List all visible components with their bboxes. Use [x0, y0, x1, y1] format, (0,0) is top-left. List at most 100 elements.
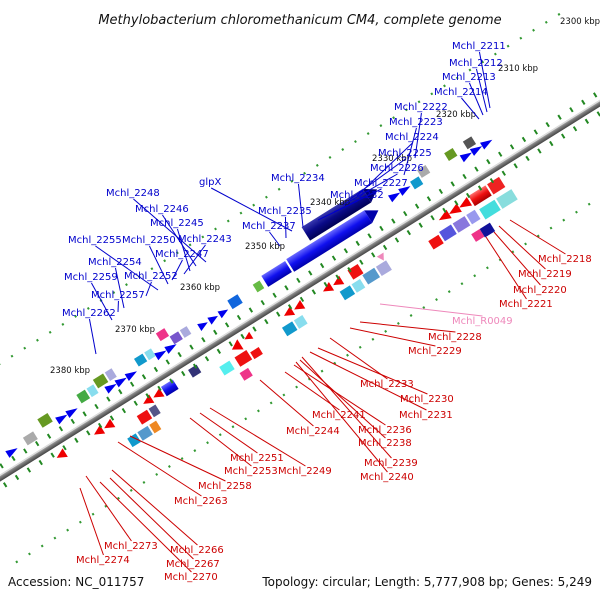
gene-label: Mchl_2221	[499, 299, 553, 310]
gene-arrow	[5, 448, 18, 458]
gene-block	[428, 234, 444, 250]
gene-leader-line	[297, 183, 304, 228]
gene-leader-line	[414, 112, 422, 159]
gene-block	[219, 360, 235, 376]
gene-block	[188, 364, 202, 378]
tick-mark	[23, 448, 28, 454]
tick-mark	[323, 281, 328, 288]
gene-label: Mchl_2230	[400, 394, 454, 405]
tick-mark	[62, 445, 67, 451]
kbp-label: 2360 kbp	[180, 283, 220, 293]
tick-mark	[513, 163, 518, 169]
gene-label: Mchl_2274	[76, 555, 130, 566]
gene-block	[104, 368, 117, 381]
gene-block	[293, 315, 308, 329]
rna-marker	[376, 252, 384, 261]
tick-mark	[343, 248, 349, 254]
kbp-label: 2320 kbp	[436, 110, 476, 120]
gene-block	[149, 420, 162, 434]
tick-mark	[189, 344, 194, 350]
gene-block	[136, 409, 153, 425]
tick-mark	[284, 285, 289, 291]
tick-mark	[406, 229, 411, 236]
tick-mark	[121, 407, 127, 414]
tick-mark	[145, 393, 150, 399]
gene-arrow	[65, 408, 78, 419]
gene-leader-line	[176, 228, 191, 272]
kbp-label: 2370 kbp	[115, 325, 155, 335]
tick-mark	[287, 304, 293, 310]
forward-gene-labels: Mchl_2211 Mchl_2212 Mchl_2213 Mchl_2214 Mchl…	[62, 41, 506, 355]
tick-mark	[498, 151, 503, 157]
gene-arrow	[104, 383, 117, 394]
gene-label: Mchl_2227	[354, 178, 408, 189]
tick-mark	[572, 126, 578, 132]
gene-block	[169, 331, 183, 345]
kbp-label: 2350 kbp	[245, 242, 285, 252]
tick-mark	[50, 452, 55, 458]
gene-leader-line	[133, 198, 207, 263]
gene-block	[439, 224, 457, 242]
gene-leader-line	[342, 173, 398, 206]
gene-block	[281, 321, 298, 337]
tick-mark	[430, 215, 435, 221]
gene-label: Mchl_2223	[389, 117, 443, 128]
gene-label: Mchl_2240	[360, 472, 414, 483]
gene-label: Mchl_2251	[230, 453, 284, 464]
gene-block	[239, 367, 253, 381]
tick-mark	[141, 374, 147, 380]
gene-block	[417, 164, 431, 178]
gene-block	[468, 185, 492, 207]
tick-mark	[157, 385, 162, 392]
tick-mark	[165, 359, 170, 365]
gene-leader-line	[359, 321, 456, 333]
tick-mark	[26, 467, 32, 473]
gene-block	[148, 404, 161, 418]
reverse-gene-labels: Mchl_2218 Mchl_2219 Mchl_2220 Mchl_2221 Mchl…	[76, 219, 592, 583]
map-title: Methylobacterium chloromethanicum CM4, c…	[98, 13, 501, 28]
tick-mark	[533, 129, 538, 135]
gene-label: Mchl_2225	[378, 148, 432, 159]
gene-label: Mchl_2266	[170, 545, 224, 556]
gene-label: Mchl_2267	[166, 559, 220, 570]
tick-mark	[311, 289, 317, 295]
kbp-label: 2340 kbp	[310, 198, 350, 208]
gene-block	[86, 384, 99, 398]
gene-arrow	[197, 322, 208, 331]
accession-text: Accession: NC_011757	[8, 575, 144, 589]
tick-mark	[418, 222, 423, 228]
gene-leader-line	[309, 351, 427, 411]
gene-label: Mchl_2236	[358, 425, 412, 436]
tick-mark	[509, 144, 515, 150]
gene-leader-line	[461, 97, 480, 120]
gene-block	[347, 263, 364, 280]
tick-mark	[391, 218, 396, 224]
tick-mark	[181, 370, 186, 377]
gene-label: Mchl_2247	[155, 249, 209, 260]
gene-block	[375, 260, 392, 277]
gene-leader-line	[99, 481, 192, 573]
gene-label: Mchl_2244	[286, 426, 340, 437]
gene-block	[471, 228, 485, 242]
kbp-label: 2310 kbp	[498, 64, 538, 74]
gene-leader-line	[85, 475, 132, 542]
gene-arrow	[244, 331, 254, 340]
gene-arrow	[283, 306, 296, 316]
kbp-label: 2380 kbp	[50, 366, 90, 376]
gene-leader-line	[349, 327, 436, 347]
tick-mark	[489, 178, 495, 184]
gene-label: Mchl_2258	[198, 481, 252, 492]
tick-mark	[74, 437, 79, 443]
gene-label: Mchl_2211	[452, 41, 506, 52]
tick-mark	[537, 148, 542, 154]
gene-block	[227, 294, 243, 310]
tick-mark	[14, 474, 20, 481]
gene-leader-line	[88, 318, 97, 355]
gene-block	[252, 280, 265, 293]
tick-mark	[46, 433, 52, 439]
gene-label: Mchl_2229	[408, 346, 462, 357]
gene-label: Mchl_2257	[91, 290, 145, 301]
gene-label: Mchl_2226	[370, 163, 424, 174]
tick-mark	[371, 252, 376, 258]
